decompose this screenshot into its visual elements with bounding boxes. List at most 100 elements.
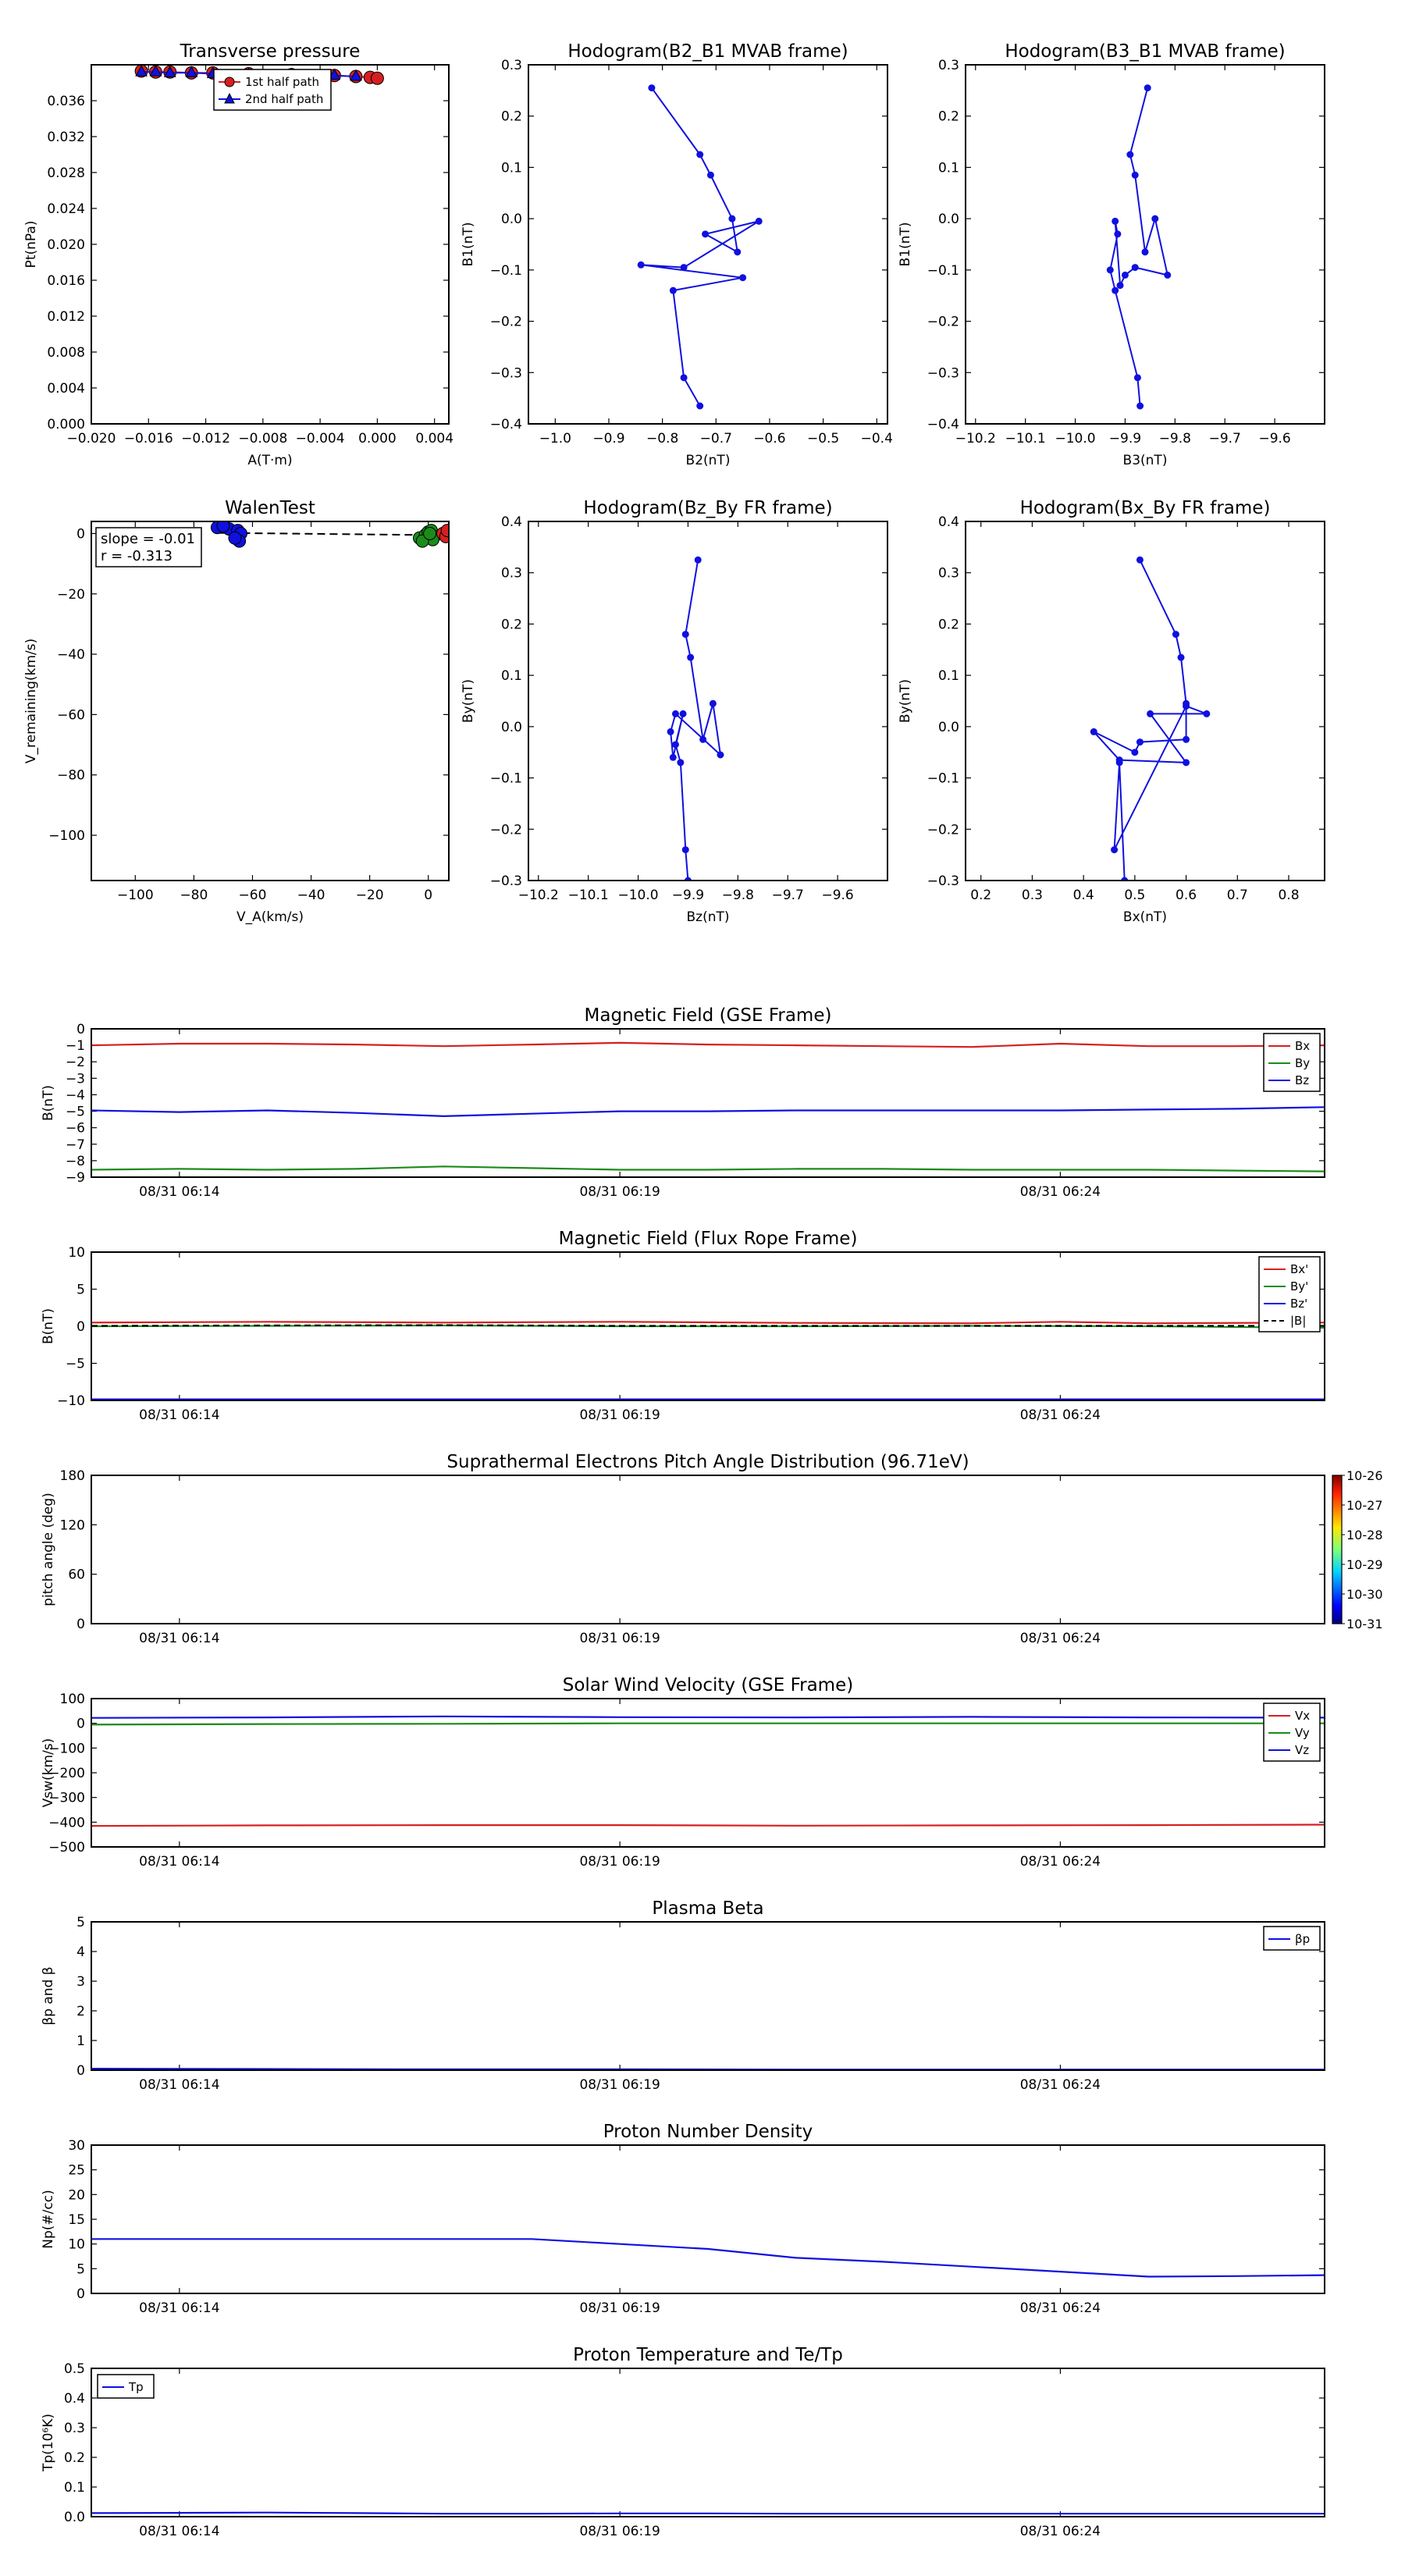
- legend-label: Bz: [1295, 1073, 1309, 1087]
- y-tick-label: 0.3: [501, 58, 522, 73]
- y-tick-label: 0.4: [938, 514, 959, 530]
- legend-label: By': [1290, 1279, 1308, 1293]
- y-tick-label: −0.1: [490, 263, 522, 279]
- plot-frame: [91, 1698, 1325, 1848]
- y-axis-label: Pt(nPa): [23, 221, 39, 269]
- x-tick-label: 08/31 06:14: [139, 1407, 219, 1423]
- x-tick-label: −0.016: [124, 431, 173, 447]
- x-tick-label: 08/31 06:19: [579, 2524, 660, 2539]
- y-tick-label: 30: [68, 2138, 85, 2154]
- data-point: [370, 71, 384, 85]
- data-point: [669, 286, 677, 294]
- data-point: [1172, 631, 1179, 639]
- data-point: [1126, 151, 1134, 158]
- plot-area: [637, 84, 763, 410]
- annotation-text: slope = -0.01: [101, 531, 195, 547]
- series-line-Tp: [91, 2511, 1325, 2515]
- x-tick-label: −0.4: [861, 431, 893, 447]
- x-axis-label: A(T·m): [247, 453, 292, 468]
- data-point: [679, 710, 687, 717]
- fit-line: [217, 532, 449, 536]
- x-tick-label: 08/31 06:24: [1020, 1631, 1101, 1646]
- x-tick-label: −9.6: [821, 888, 853, 903]
- data-point: [1136, 556, 1144, 564]
- x-tick-label: −100: [117, 888, 154, 903]
- x-tick-label: −0.012: [181, 431, 230, 447]
- y-tick-label: 0.024: [47, 201, 85, 217]
- x-tick-label: 08/31 06:19: [579, 1854, 660, 1870]
- data-point: [671, 710, 679, 717]
- legend: Vx Vy Vz: [1263, 1703, 1321, 1762]
- y-tick-label: 0.1: [938, 160, 959, 176]
- y-tick-label: −2: [66, 1055, 85, 1070]
- x-tick-label: 08/31 06:24: [1020, 1407, 1101, 1423]
- y-tick-label: 120: [60, 1517, 85, 1533]
- y-tick-label: 20: [68, 2187, 85, 2203]
- x-tick-label: −10.0: [618, 888, 659, 903]
- y-tick-label: −1: [66, 1038, 85, 1054]
- data-point: [135, 65, 148, 76]
- data-point: [228, 531, 242, 545]
- y-tick-label: 0.012: [47, 309, 85, 325]
- legend: βp: [1263, 1926, 1321, 1951]
- data-point: [149, 65, 162, 76]
- series-line-Bx: [91, 1041, 1325, 1048]
- y-tick-label: −8: [66, 1154, 85, 1169]
- legend-label: |B|: [1290, 1314, 1306, 1328]
- chart-title: Hodogram(Bz_By FR frame): [583, 498, 832, 518]
- x-tick-label: −0.6: [753, 431, 785, 447]
- series-line-By: [91, 1165, 1325, 1172]
- y-tick-label: −80: [57, 768, 85, 784]
- data-point: [350, 69, 362, 81]
- legend: 1st half path 2nd half path: [213, 69, 332, 111]
- legend-label: Vx: [1295, 1709, 1310, 1723]
- data-point: [637, 261, 645, 269]
- series-line-0: [641, 87, 759, 407]
- y-tick-label: 0.2: [938, 109, 959, 125]
- plot-area: [91, 1715, 1325, 1827]
- series-line-0: [1093, 559, 1208, 881]
- y-tick-label: 0.036: [47, 94, 85, 109]
- data-point: [1183, 703, 1190, 710]
- plot-area: [210, 521, 449, 548]
- plot-frame: [91, 2368, 1325, 2517]
- legend: Tp: [97, 2374, 155, 2399]
- plot-frame: [91, 1475, 1325, 1624]
- plot-area: [1090, 556, 1211, 881]
- y-axis-label: B1(nT): [898, 222, 913, 267]
- data-point: [1147, 710, 1154, 717]
- data-point: [1111, 846, 1119, 854]
- data-point: [1112, 217, 1119, 225]
- series-line-Bz: [91, 1106, 1325, 1118]
- y-tick-label: 5: [76, 2261, 85, 2277]
- plot-area: [667, 556, 724, 881]
- x-tick-label: 0.8: [1278, 888, 1299, 903]
- solar-wind-velocity-panel: Solar Wind Velocity (GSE Frame) 08/31 06:…: [41, 1675, 1325, 1870]
- chart-title: Plasma Beta: [652, 1898, 763, 1919]
- data-point: [1131, 749, 1139, 756]
- x-axis-label: B2(nT): [686, 453, 731, 468]
- y-tick-label: 0: [76, 2063, 85, 2079]
- y-tick-label: 0.1: [501, 668, 522, 684]
- x-tick-label: 0.7: [1227, 888, 1248, 903]
- plot-frame: [528, 521, 888, 881]
- magnetic-field-fr-panel: Magnetic Field (Flux Rope Frame) 08/31 06…: [41, 1229, 1325, 1423]
- chart-title: Proton Temperature and Te/Tp: [573, 2345, 843, 2365]
- y-tick-label: −20: [57, 587, 85, 603]
- x-tick-label: −0.5: [807, 431, 839, 447]
- data-point: [696, 402, 704, 410]
- legend-label: Vy: [1295, 1726, 1310, 1740]
- y-tick-label: 5: [76, 1915, 85, 1930]
- data-point: [1121, 271, 1129, 279]
- colorbar-label: 10-26: [1346, 1468, 1383, 1483]
- y-tick-label: 0.000: [47, 417, 85, 432]
- y-tick-label: 0.2: [501, 109, 522, 125]
- x-tick-label: −0.008: [238, 431, 287, 447]
- y-tick-label: 2: [76, 2004, 85, 2019]
- y-tick-label: −60: [57, 707, 85, 723]
- plot-frame: [91, 64, 450, 425]
- y-axis-label: βp and β: [41, 1966, 56, 2025]
- x-tick-label: −9.7: [1209, 431, 1241, 447]
- x-tick-label: −0.020: [67, 431, 116, 447]
- x-tick-label: 08/31 06:14: [139, 2524, 219, 2539]
